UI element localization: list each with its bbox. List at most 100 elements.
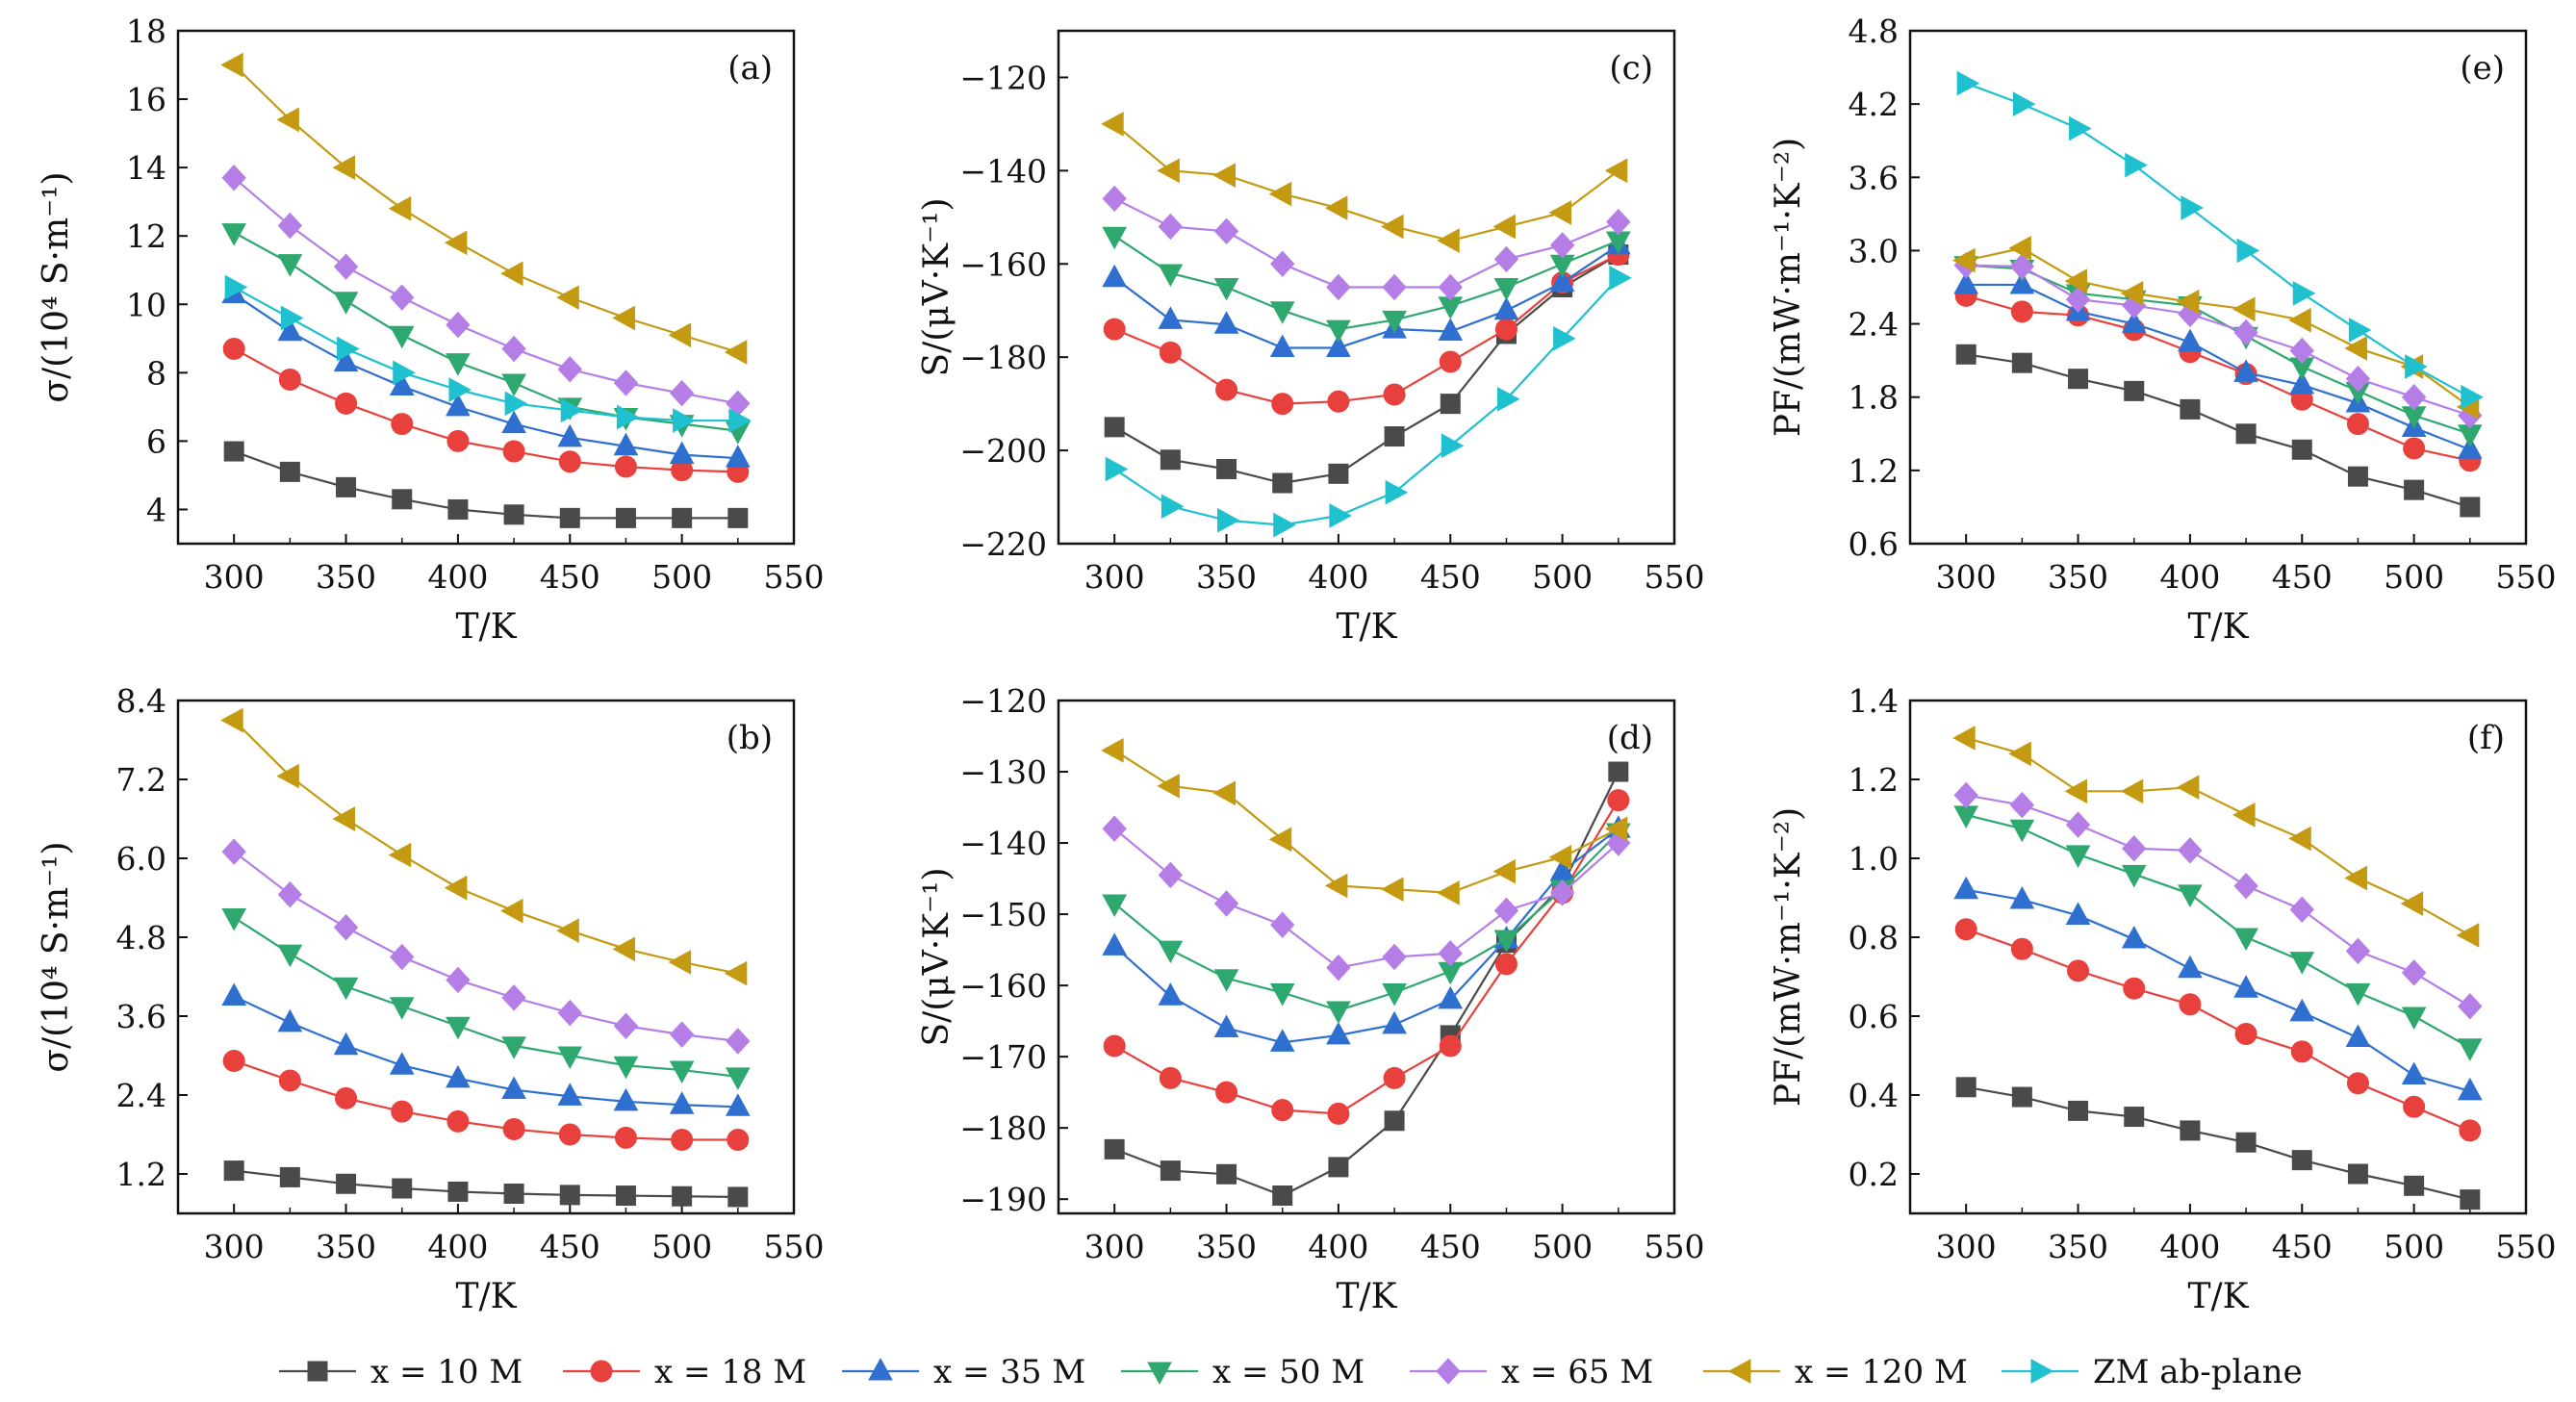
panel-a-series-zm-point: [616, 404, 640, 430]
panel-a-series-x35-line: [233, 293, 738, 460]
panel-b-series-x120-line: [233, 719, 739, 975]
panel-c-series-x65-point: [1606, 208, 1631, 236]
panel-f-series-x50-point: [2457, 1038, 2483, 1061]
panel-f-series-x120-point: [2064, 778, 2088, 804]
panel-a-series-x18-point: [446, 429, 470, 452]
panel-e-series-x120-point: [2344, 336, 2367, 361]
panel-d-ytick-label: −120: [959, 682, 1047, 720]
panel-f: 300 350 400 450 500 550 0.2 0.4 0.6 0.8 1.0 1.2 1.4 T…: [1769, 682, 2557, 1316]
panel-f-series-x35-line: [1965, 888, 2471, 1092]
panel-b-series-x18-point: [558, 1123, 581, 1146]
panel-e-series-x10-point: [2124, 380, 2145, 401]
panel-c-series-x18-point: [1327, 390, 1350, 413]
panel-c-series-x120-point: [1437, 228, 1460, 253]
panel-f-series-x120-point: [2176, 775, 2200, 801]
panel-e-series-x18-point: [2010, 300, 2033, 323]
panel-f-series-x50-point: [2009, 819, 2035, 843]
panel-a-ytick-label: 14: [126, 149, 166, 187]
panel-c-series-x65-point: [1326, 273, 1351, 301]
legend-label: x = 120 M: [1795, 1353, 1968, 1391]
panel-e-series-x65-point: [2009, 253, 2035, 280]
panel-c-series-x18-point: [1439, 350, 1462, 373]
panel-e-frame: [1908, 29, 2528, 546]
panel-d-series-x120-point: [1604, 816, 1628, 842]
panel-c-ytick-label: −140: [959, 152, 1047, 190]
panel-a-series-x65-point: [333, 253, 359, 280]
panel-b-series-x65-point: [277, 880, 303, 908]
panel-c-series-x10-point: [1328, 463, 1349, 484]
panel-a-series-x35-point: [725, 445, 751, 468]
panel-b-series-x65-point: [446, 966, 471, 994]
panel-a-series-zm-point: [337, 336, 360, 362]
panel-f-series-x35-point: [2121, 926, 2147, 949]
panel-e-series-x18-point: [2403, 437, 2426, 460]
panel-e-series-zm-point: [2348, 318, 2372, 343]
panel-c-series-x10-point: [1384, 426, 1405, 447]
panel-a-series-x120-point: [332, 155, 356, 180]
panel-b-series-x10-point: [279, 1166, 300, 1187]
panel-b-series-x10-point: [223, 1160, 244, 1182]
panel-a-ylabel: σ/(10⁴ S·m⁻¹): [37, 171, 76, 402]
panel-e-series-x120-point: [2008, 236, 2031, 261]
panel-f-series-x65-point: [2122, 835, 2147, 862]
panel-a-xtick-label: 400: [427, 558, 488, 596]
panel-f-series-x10-point: [2068, 1100, 2089, 1121]
panel-e-xtick-label: 450: [2272, 558, 2333, 596]
panel-d-series-x120-point: [1492, 858, 1516, 884]
panel-a-series-x18-point: [558, 450, 581, 473]
panel-b-series-x10-point: [727, 1186, 749, 1208]
legend-item-x50: x = 50 M: [1121, 1353, 1365, 1391]
panel-c-series-x35-point: [1493, 296, 1519, 320]
panel-a-series-x10-point: [727, 507, 749, 528]
panel-d-series-x65-point: [1158, 861, 1184, 889]
panel-a-series-x120-point: [276, 107, 299, 133]
legend-swatch-marker: [1436, 1358, 1461, 1385]
panel-c-series-x10-point: [1216, 458, 1237, 479]
panel-f-series-x18-point: [2234, 1022, 2257, 1045]
panel-b-xtick-label: 500: [651, 1228, 712, 1265]
legend: x = 10 M x = 18 M x = 35 M x = 50 M x = 65 M…: [279, 1353, 2303, 1391]
panel-e-series-x65-point: [2401, 383, 2427, 411]
panel-e-ytick-label: 1.8: [1849, 379, 1899, 417]
panel-c-series-x50-line: [1113, 235, 1620, 331]
panel-b-ytick-label: 8.4: [116, 682, 166, 720]
panel-b-series-x120-point: [220, 707, 243, 733]
panel-f-series-x120-point: [2344, 865, 2367, 891]
panel-b-series-x35-point: [277, 1008, 303, 1032]
panel-e-xlabel: T/K: [2187, 607, 2249, 647]
panel-c-series-x120-line: [1113, 123, 1620, 242]
panel-e-series-x10-point: [2011, 352, 2032, 373]
panel-a-xtick-label: 550: [764, 558, 825, 596]
panel-b-ytick-label: 3.6: [116, 998, 166, 1035]
panel-c-series-x10-point: [1272, 472, 1293, 494]
panel-c-series-x65-point: [1549, 232, 1575, 259]
panel-f-series-x35-point: [2233, 975, 2258, 998]
panel-d-tag: (d): [1607, 719, 1653, 757]
panel-f-series-x10-point: [2235, 1132, 2257, 1153]
panel-b-series-x18-point: [671, 1128, 694, 1151]
panel-c-series-x65-line: [1113, 197, 1620, 289]
panel-d-series-x65-point: [1102, 815, 1127, 842]
panel-e-xtick-label: 400: [2159, 558, 2220, 596]
panel-a-series-x65-point: [390, 284, 415, 311]
panel-b-series-x18-point: [391, 1100, 414, 1123]
panel-c-series-zm-point: [1385, 479, 1409, 505]
panel-d-ytick-label: −190: [959, 1181, 1047, 1218]
panel-c-ytick-label: −180: [959, 339, 1047, 376]
panel-c-series-x10-point: [1160, 449, 1181, 471]
panel-c-series-x120-point: [1101, 112, 1124, 137]
panel-a-ytick-label: 12: [126, 217, 166, 255]
panel-e-series-x65-point: [2065, 286, 2091, 313]
panel-c-series-x18-point: [1271, 393, 1294, 416]
panel-f-series-x35-point: [2345, 1024, 2371, 1048]
panel-e-series-x120-point: [2288, 307, 2311, 333]
panel-f-series-x65-point: [2233, 872, 2258, 900]
panel-b-ytick-label: 1.2: [116, 1156, 166, 1193]
panel-f-xtick-label: 400: [2159, 1228, 2220, 1265]
panel-e-series-zm-point: [2405, 354, 2428, 379]
panel-c-series-zm-point: [1329, 503, 1352, 528]
panel-e-series-x35-point: [2457, 436, 2483, 459]
panel-e-series-x10-point: [2068, 369, 2089, 390]
panel-f-series-x65-point: [2345, 937, 2371, 965]
panel-d-series-x120-point: [1268, 827, 1292, 853]
